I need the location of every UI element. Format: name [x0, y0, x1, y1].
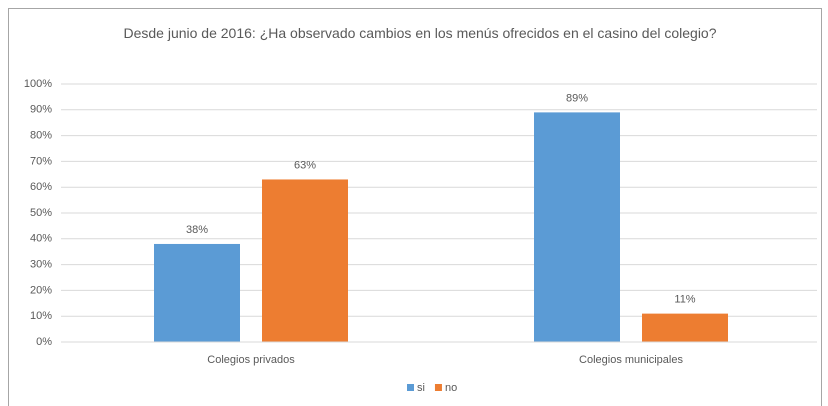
data-label: 38% [186, 224, 208, 236]
y-tick-label: 30% [30, 259, 52, 271]
y-tick-label: 40% [30, 233, 52, 245]
y-tick-label: 80% [30, 130, 52, 142]
data-label: 63% [294, 159, 316, 171]
legend-swatch [434, 384, 442, 391]
legend-swatch [407, 384, 414, 391]
legend-label: si [417, 382, 425, 394]
bar [154, 243, 240, 342]
y-tick-label: 10% [30, 310, 52, 322]
y-tick-label: 90% [30, 104, 52, 116]
y-tick-label: 50% [30, 207, 52, 219]
y-tick-label: 100% [24, 78, 52, 90]
chart-title: Desde junio de 2016: ¿Ha observado cambi… [123, 25, 717, 41]
x-tick-label: Colegios privados [207, 354, 295, 366]
y-tick-label: 0% [36, 336, 52, 348]
x-tick-label: Colegios municipales [579, 354, 683, 366]
y-tick-label: 60% [30, 181, 52, 193]
y-tick-label: 70% [30, 155, 52, 167]
data-label: 11% [674, 294, 695, 306]
y-tick-label: 20% [30, 284, 52, 296]
bar [262, 179, 348, 342]
bar [534, 112, 620, 342]
legend-label: no [445, 382, 457, 394]
bar [642, 313, 728, 342]
chart-frame [8, 8, 822, 406]
data-label: 89% [566, 92, 588, 104]
